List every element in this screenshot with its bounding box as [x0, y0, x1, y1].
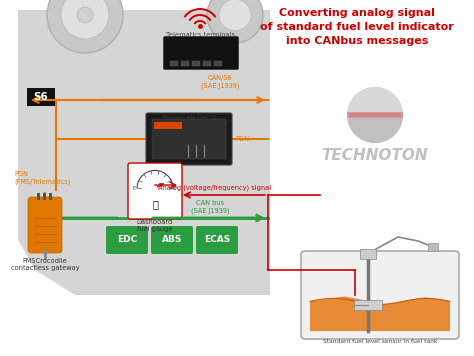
Wedge shape	[347, 87, 403, 115]
Bar	[349, 113, 401, 117]
Bar	[152, 119, 226, 159]
Wedge shape	[347, 115, 403, 143]
Bar	[44, 193, 46, 200]
Text: Analog (voltage/frequency) signal: Analog (voltage/frequency) signal	[158, 185, 272, 191]
Polygon shape	[310, 297, 450, 331]
Polygon shape	[18, 10, 270, 295]
Bar	[203, 61, 211, 66]
Text: S6: S6	[34, 92, 48, 102]
Text: PGN: PGN	[235, 136, 249, 142]
FancyBboxPatch shape	[151, 226, 193, 254]
Circle shape	[347, 87, 403, 143]
FancyBboxPatch shape	[301, 251, 459, 339]
Text: PGN
(FMS/Telematics): PGN (FMS/Telematics)	[14, 171, 70, 185]
Circle shape	[61, 0, 109, 39]
Text: TECHNOTON: TECHNOTON	[322, 147, 428, 162]
Circle shape	[47, 0, 123, 53]
Bar	[154, 122, 182, 129]
FancyBboxPatch shape	[164, 37, 238, 69]
Text: FMSCrocodile
contactless gateway: FMSCrocodile contactless gateway	[11, 258, 79, 271]
FancyBboxPatch shape	[28, 197, 62, 253]
FancyBboxPatch shape	[106, 226, 148, 254]
Circle shape	[207, 0, 263, 43]
Bar	[428, 243, 438, 251]
Bar	[347, 112, 403, 118]
Text: Standard fuel level sensor in fuel tank: Standard fuel level sensor in fuel tank	[323, 339, 437, 344]
Text: CAN/S6
(SAE J1939): CAN/S6 (SAE J1939)	[201, 75, 239, 89]
FancyBboxPatch shape	[146, 113, 232, 165]
FancyBboxPatch shape	[196, 226, 238, 254]
Bar	[37, 193, 40, 200]
Text: MasterCAN DAC15
digital to analog converter: MasterCAN DAC15 digital to analog conver…	[150, 115, 228, 126]
Bar	[360, 249, 376, 259]
Circle shape	[219, 0, 251, 31]
Circle shape	[77, 7, 93, 23]
Text: EDC: EDC	[117, 236, 137, 245]
Bar	[181, 61, 189, 66]
Text: Dashboard
fuel gauge: Dashboard fuel gauge	[137, 219, 173, 232]
Bar	[170, 61, 178, 66]
Text: ⛽: ⛽	[152, 199, 158, 209]
Text: F: F	[174, 186, 177, 191]
Text: E: E	[133, 186, 136, 191]
Text: Telematics terminals: Telematics terminals	[166, 32, 236, 38]
Text: CAN bus
(SAE J1939): CAN bus (SAE J1939)	[191, 200, 229, 214]
Text: ECAS: ECAS	[204, 236, 230, 245]
Text: Converting analog signal
of standard fuel level indicator
into CANbus messages: Converting analog signal of standard fue…	[260, 8, 454, 46]
Bar	[354, 300, 382, 310]
Bar	[192, 61, 200, 66]
FancyBboxPatch shape	[27, 88, 55, 106]
Bar	[49, 193, 53, 200]
Text: ABS: ABS	[162, 236, 182, 245]
Bar	[214, 61, 222, 66]
FancyBboxPatch shape	[128, 163, 182, 219]
